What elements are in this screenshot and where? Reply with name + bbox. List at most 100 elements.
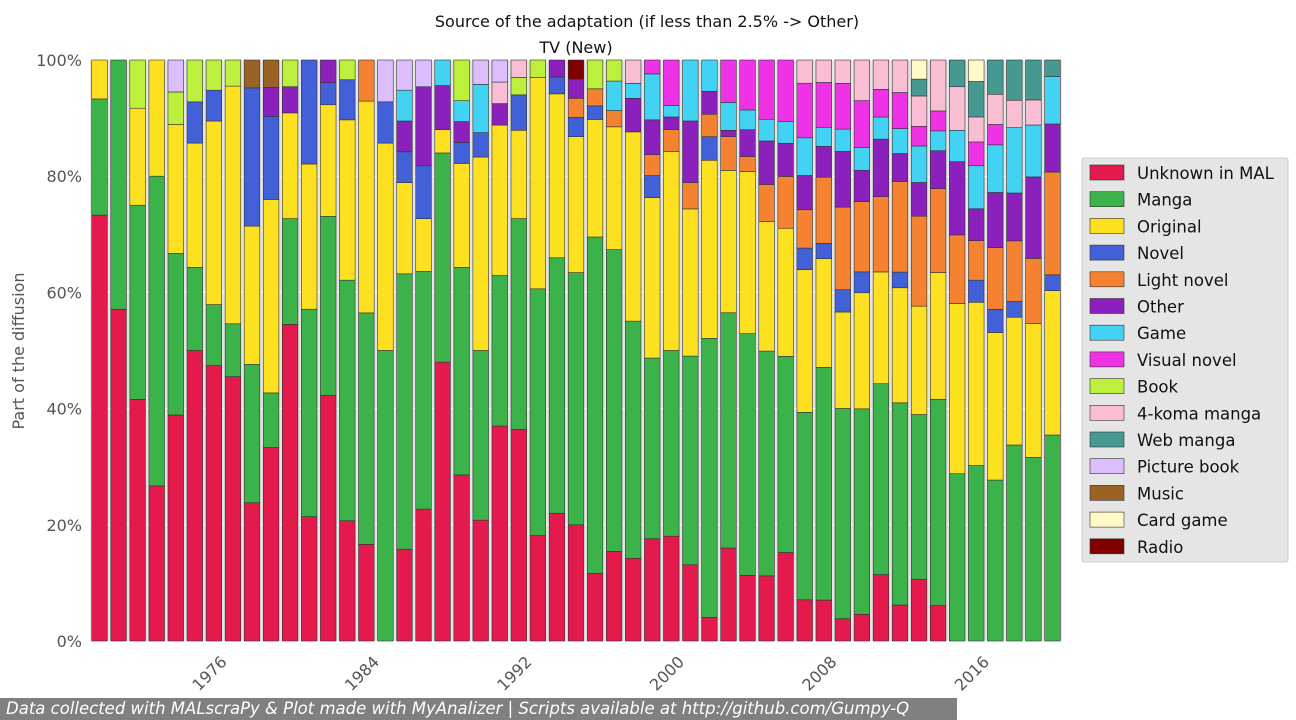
legend-label: Web manga [1137,431,1235,450]
y-tick-label: 60% [46,283,82,302]
bar-segment [167,414,184,642]
bar-segment [472,84,489,133]
bar-segment [301,516,318,642]
bar-segment [701,113,718,137]
bar-segment [186,267,203,351]
bar-segment [891,128,909,154]
bar-segment [853,100,871,148]
legend-swatch [1089,538,1125,555]
legend-swatch [1089,458,1125,475]
bar-segment [644,197,661,359]
bar-segment [510,218,527,430]
bar-segment [663,535,680,642]
bar-segment [510,130,527,219]
bar-segment [853,292,871,410]
bar-segment [720,547,737,642]
bar-segment [339,119,356,281]
bar-segment [910,215,928,307]
bar-segment [567,78,585,99]
bar-segment [586,88,604,107]
bar-segment [834,206,851,291]
bar-segment [567,59,585,80]
bar-segment [758,575,775,642]
bar-segment [929,272,947,400]
footer-credit: Data collected with MALscraPy & Plot mad… [0,698,957,720]
bar-segment [872,574,890,642]
bar-segment [968,279,985,303]
bar-segment [663,59,680,106]
bar-segment [663,116,680,130]
bar-segment [1025,59,1042,101]
bar-segment [720,130,737,137]
bar-segment [910,126,928,147]
bar-segment [682,182,699,210]
bar-segment [1006,99,1023,128]
bar-segment [796,412,813,601]
bar-segment [339,520,356,642]
bar-segment [834,83,851,130]
bar-segment [491,275,508,427]
bar-segment [644,119,661,155]
bar-segment [529,288,547,536]
bar-segment [605,59,623,82]
bar-segment [377,350,394,642]
bar-segment [472,156,489,351]
bar-segment [415,508,432,642]
bar-segment [739,333,756,576]
bar-segment [129,204,146,400]
bar-segment [529,535,547,642]
bar-segment [815,127,832,147]
bar-segment [701,136,718,161]
bar-segment [777,142,794,177]
bar-segment [186,350,203,642]
x-tick-label: 1984 [341,652,383,694]
bar-segment [815,176,832,244]
y-tick-label: 0% [57,632,82,651]
bar-segment [644,73,661,121]
bar-segment [853,271,871,294]
bar-segment [548,93,566,259]
bar-segment [891,92,909,129]
bar-segment [987,479,1004,642]
bar-segment [720,136,737,171]
bar-segment [224,323,242,377]
bar-segment [777,552,794,642]
bar-segment [1006,316,1023,446]
bar-segment [910,145,928,183]
bar-segment [281,324,299,642]
bar-segment [701,159,718,339]
bar-segment [167,253,184,416]
bar-segment [720,59,737,103]
bar-segment [605,550,623,642]
x-axis-ticks: 1976 1984 1992 2000 2008 2016 [188,652,993,694]
bar-segment [453,142,470,164]
bar-segment [301,163,318,310]
bar-segment [663,105,680,118]
x-tick-label: 2000 [646,652,688,694]
bar-segment [396,182,413,275]
bar-segment [796,269,813,413]
legend-label: 4-koma manga [1137,404,1261,423]
bar-segment [777,59,794,123]
bar-segment [453,100,470,122]
bar-segment [949,473,966,642]
bar-segment [205,304,223,366]
bar-segment [205,120,223,305]
bar-segment [987,332,1004,481]
bar-segment [968,240,985,281]
bar-segment [129,107,146,206]
bar-segment [148,175,165,487]
bar-segment [491,103,508,126]
bar-segment [834,128,851,152]
bar-segment [758,221,775,352]
bar-segment [186,101,203,144]
bar-segment [796,599,813,642]
bar-segment [1006,59,1023,101]
bar-segment [320,59,337,83]
bar-segment [434,59,451,86]
bar-segment [1044,59,1061,77]
legend-label: Manga [1137,191,1192,210]
bars [91,59,1061,642]
y-axis-label: Part of the diffusion [9,273,28,430]
bar-segment [968,59,985,82]
